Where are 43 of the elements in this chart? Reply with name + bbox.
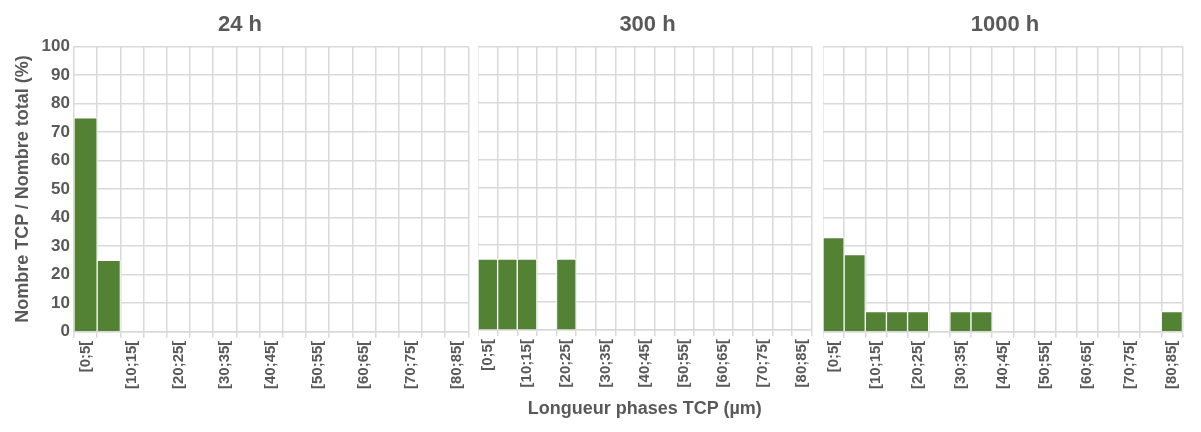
x-tick-label: [0;5[ bbox=[477, 339, 495, 371]
x-tick-label: [60;65[ bbox=[713, 339, 731, 388]
x-tick-label: [40;45[ bbox=[992, 340, 1010, 389]
y-tick-label: 40 bbox=[51, 207, 70, 227]
y-tick-label: 20 bbox=[51, 264, 70, 284]
x-tick-label: [20;25[ bbox=[908, 340, 926, 389]
x-tick-label: [20;25[ bbox=[556, 339, 574, 388]
x-tick-label: [80;85[ bbox=[446, 340, 464, 389]
x-tick-label: [40;45[ bbox=[261, 340, 279, 389]
y-tick-label: 90 bbox=[51, 64, 70, 84]
chart-title: 300 h bbox=[619, 11, 676, 37]
x-tick-label: [0;5[ bbox=[75, 340, 93, 373]
x-tick-label: [30;35[ bbox=[595, 339, 613, 388]
x-tick-label: [50;55[ bbox=[1035, 340, 1053, 389]
x-tick-label: [50;55[ bbox=[674, 339, 692, 388]
x-tick-label: [60;65[ bbox=[354, 340, 372, 389]
x-tick-label: [80;85[ bbox=[1161, 340, 1179, 389]
y-tick-label: 30 bbox=[51, 235, 70, 255]
x-tick-label: [40;45[ bbox=[634, 339, 652, 388]
x-axis-title: Longueur phases TCP (µm) bbox=[527, 398, 762, 419]
x-tick-label: [20;25[ bbox=[168, 340, 186, 389]
y-tick-label: 0 bbox=[60, 321, 70, 341]
y-tick-label: 100 bbox=[41, 36, 70, 56]
y-tick-label: 60 bbox=[51, 150, 70, 170]
x-tick-label: [70;75[ bbox=[752, 339, 770, 388]
x-tick-label: [80;85[ bbox=[791, 339, 809, 388]
x-tick-label: [30;35[ bbox=[950, 340, 968, 389]
chart-title: 24 h bbox=[217, 11, 263, 37]
x-tick-label: [10;15[ bbox=[122, 340, 140, 389]
chart-title: 1000 h bbox=[970, 11, 1040, 37]
x-tick-label: [30;35[ bbox=[214, 340, 232, 389]
y-tick-label: 10 bbox=[51, 292, 70, 312]
x-tick-label: [0;5[ bbox=[823, 340, 841, 373]
x-tick-label: [10;15[ bbox=[517, 339, 535, 388]
y-axis-title: Nombre TCP / Nombre total (%) bbox=[11, 55, 32, 323]
y-tick-label: 80 bbox=[51, 93, 70, 113]
x-tick-label: [10;15[ bbox=[865, 340, 883, 389]
y-tick-label: 70 bbox=[51, 121, 70, 141]
x-tick-label: [70;75[ bbox=[400, 340, 418, 389]
x-tick-label: [70;75[ bbox=[1119, 340, 1137, 389]
y-tick-label: 50 bbox=[51, 178, 70, 198]
x-tick-label: [50;55[ bbox=[307, 340, 325, 389]
x-tick-label: [60;65[ bbox=[1077, 340, 1095, 389]
